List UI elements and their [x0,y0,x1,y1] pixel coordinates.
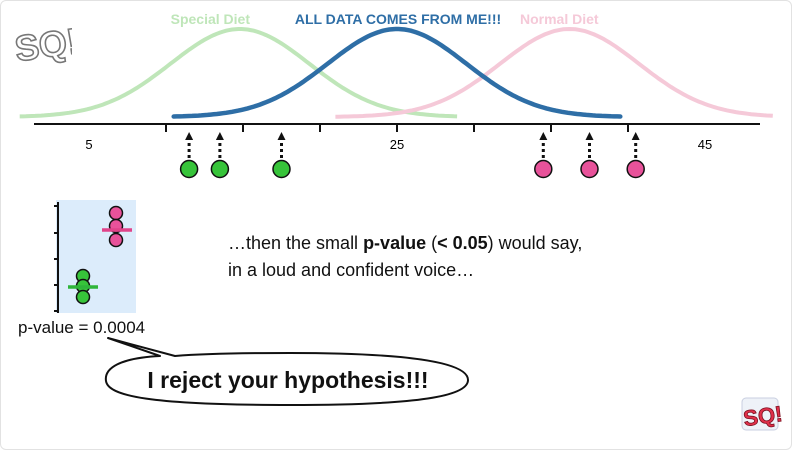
caption-part-1: …then the small [228,233,364,253]
special-diet-curve [19,27,458,119]
data-point [179,159,199,179]
tick-label-5: 5 [85,137,92,152]
tick-label-25: 25 [390,137,404,152]
inset-green-point [75,289,91,305]
inset-plot-background [56,200,136,313]
statquest-logo-small-text: SQ! [742,401,782,431]
axis-ticks [165,124,629,132]
caption: …then the small p-value (< 0.05) would s… [228,230,588,284]
inset-plot [54,200,136,313]
inset-pink-point [108,232,124,248]
special-diet-label: Special Diet [171,11,251,27]
data-points [179,132,645,179]
caption-p-value: p-value [363,233,427,253]
inset-pink-point [108,205,124,221]
data-point [580,159,599,179]
all-data-label: ALL DATA COMES FROM ME!!! [295,11,501,27]
statquest-logo-small: SQ! [741,397,782,432]
normal-diet-label: Normal Diet [520,11,599,27]
normal-diet-curve [335,26,773,119]
p-value-label: p-value = 0.0004 [18,318,146,337]
caption-part-2: ( [426,233,438,253]
data-point [210,159,230,179]
data-point [534,159,553,179]
statquest-logo-text: SQ! [12,20,72,68]
statquest-logo: SQ! [12,19,72,68]
data-point [272,159,291,179]
data-point [626,159,645,179]
all-data-curve [171,26,623,119]
caption-part-3: ) would say, in a loud and confident voi… [228,233,583,280]
bubble-text: I reject your hypothesis!!! [147,366,429,393]
tick-label-45: 45 [698,137,712,152]
caption-threshold: < 0.05 [437,233,488,253]
speech-bubble [104,337,469,406]
